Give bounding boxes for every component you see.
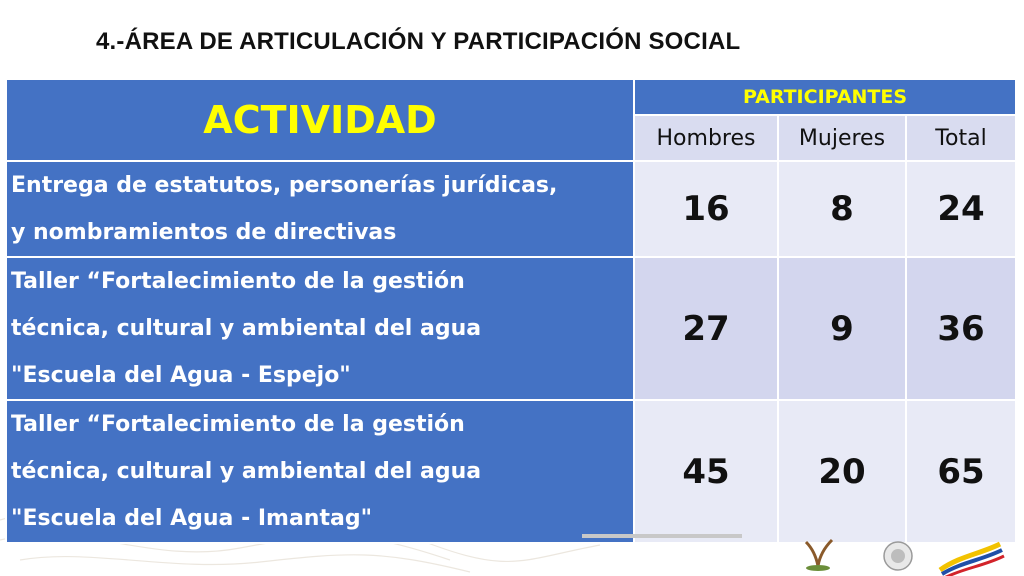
header-actividad: ACTIVIDAD — [5, 78, 635, 162]
activity-line: y nombramientos de directivas — [11, 220, 397, 245]
activity-line: "Escuela del Agua - Espejo" — [11, 363, 351, 388]
activity-table: ACTIVIDAD PARTICIPANTES Hombres Mujeres … — [5, 78, 1017, 544]
header-participantes: PARTICIPANTES — [633, 78, 1017, 116]
activity-line: Taller “Fortalecimiento de la gestión — [11, 269, 465, 294]
hombres-value: 45 — [633, 399, 779, 544]
activity-cell: Taller “Fortalecimiento de la gestión té… — [5, 399, 635, 544]
activity-line: Taller “Fortalecimiento de la gestión — [11, 412, 465, 437]
hombres-value: 16 — [633, 160, 779, 258]
seal-icon — [883, 541, 913, 571]
table-row: Taller “Fortalecimiento de la gestión té… — [5, 399, 1017, 544]
flag-swoosh-icon — [938, 541, 1005, 576]
activity-line: técnica, cultural y ambiental del agua — [11, 459, 482, 484]
activity-cell: Entrega de estatutos, personerías jurídi… — [5, 160, 635, 258]
table-row: Taller “Fortalecimiento de la gestión té… — [5, 256, 1017, 401]
header-hombres: Hombres — [633, 114, 779, 162]
total-value: 24 — [905, 160, 1017, 258]
activity-line: técnica, cultural y ambiental del agua — [11, 316, 482, 341]
tree-logo-icon — [804, 538, 834, 571]
mujeres-value: 8 — [777, 160, 907, 258]
mujeres-value: 20 — [777, 399, 907, 544]
activity-cell: Taller “Fortalecimiento de la gestión té… — [5, 256, 635, 401]
footer-text-strip — [582, 534, 742, 538]
header-mujeres: Mujeres — [777, 114, 907, 162]
slide-title: 4.-ÁREA DE ARTICULACIÓN Y PARTICIPACIÓN … — [96, 28, 741, 55]
total-value: 65 — [905, 399, 1017, 544]
footer-logos — [582, 534, 1005, 576]
table-row: Entrega de estatutos, personerías jurídi… — [5, 160, 1017, 258]
activity-line: Entrega de estatutos, personerías jurídi… — [11, 173, 558, 198]
header-total: Total — [905, 114, 1017, 162]
hombres-value: 27 — [633, 256, 779, 401]
activity-line: "Escuela del Agua - Imantag" — [11, 506, 373, 531]
mujeres-value: 9 — [777, 256, 907, 401]
header-row-sub: Hombres Mujeres Total — [6, 114, 1017, 162]
header-row-top: ACTIVIDAD PARTICIPANTES — [5, 78, 1017, 162]
total-value: 36 — [905, 256, 1017, 401]
